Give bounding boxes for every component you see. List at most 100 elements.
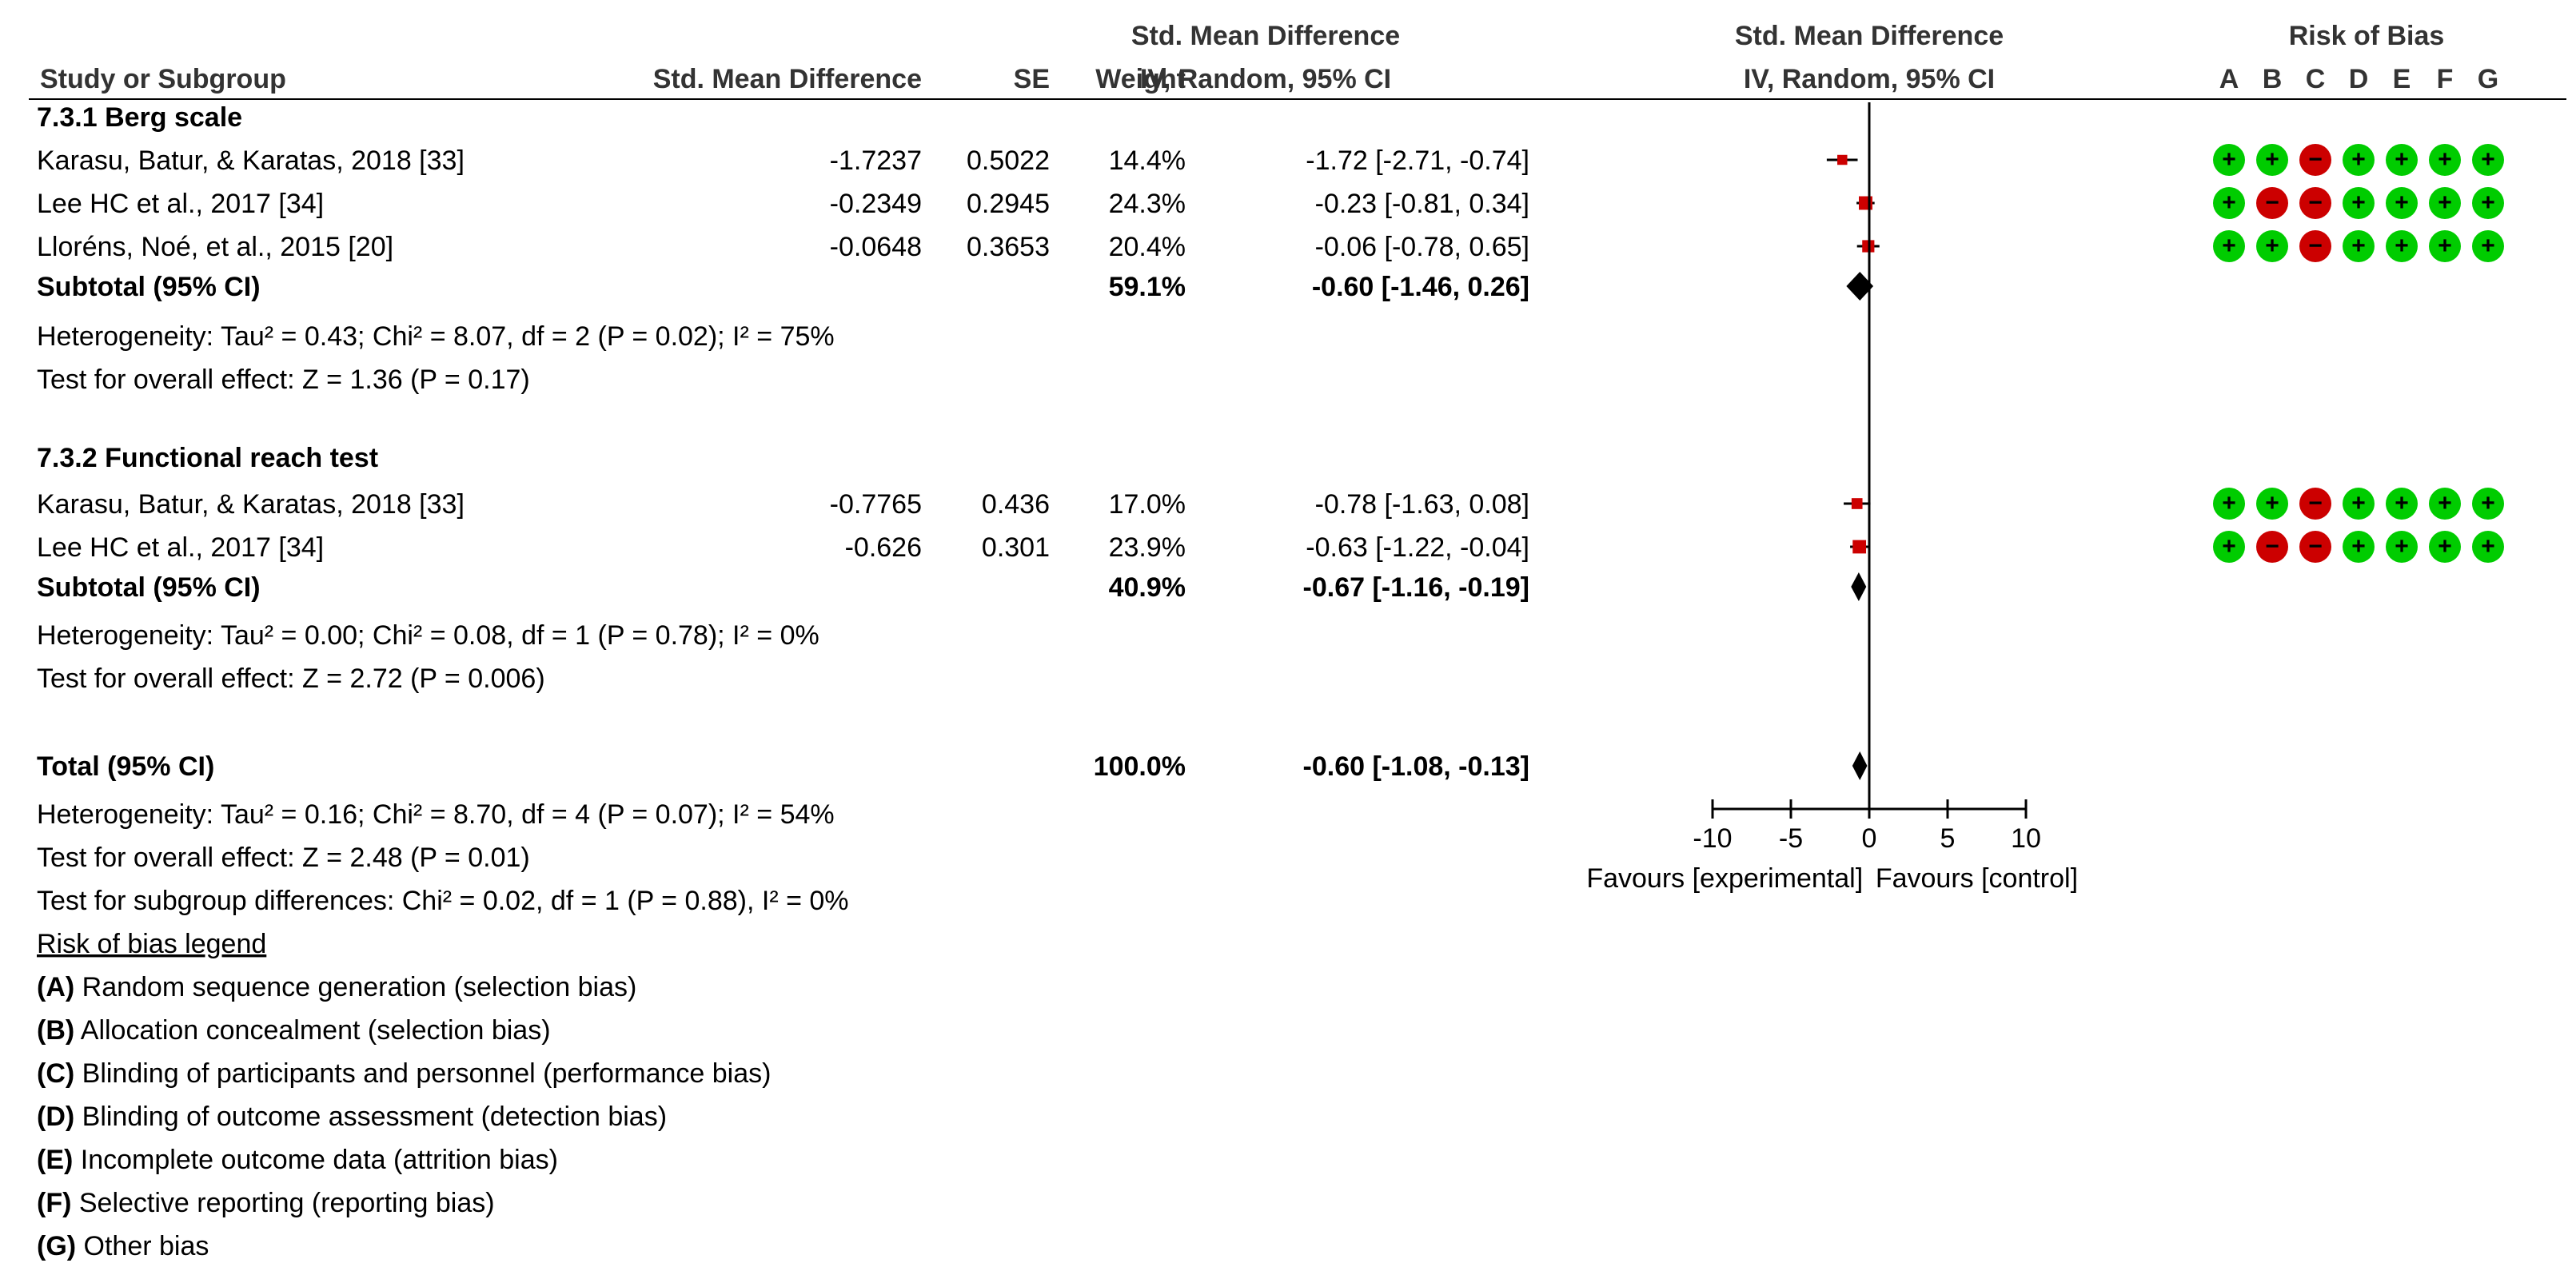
rob-symbol: − bbox=[2308, 146, 2323, 173]
x-tick-label: -10 bbox=[1693, 823, 1732, 854]
total-diamond bbox=[1852, 751, 1868, 780]
groups: 7.3.1 Berg scale Karasu, Batur, & Karatas… bbox=[37, 102, 2504, 694]
study-smd: -0.7765 bbox=[830, 489, 922, 520]
legend-items: (A) Random sequence generation (selectio… bbox=[37, 972, 771, 1261]
subgroup-title: 7.3.2 Functional reach test bbox=[37, 443, 378, 473]
low-risk-icon bbox=[2429, 187, 2461, 219]
low-risk-icon bbox=[2472, 187, 2504, 219]
study-row: Lee HC et al., 2017 [34] -0.2349 0.2945 24.… bbox=[37, 189, 1529, 219]
low-risk-icon bbox=[2386, 488, 2418, 520]
subgroup-differences: Test for subgroup differences: Chi² = 0.… bbox=[37, 886, 849, 916]
low-risk-icon bbox=[2213, 187, 2245, 219]
rob-symbol: + bbox=[2222, 146, 2236, 173]
legend-letter: (D) bbox=[37, 1102, 74, 1132]
study-weight: 23.9% bbox=[1109, 532, 1186, 563]
rob-symbol: + bbox=[2395, 233, 2409, 259]
ci-header-title: Std. Mean Difference bbox=[1131, 21, 1400, 51]
rob-row: + + − + + + + bbox=[2213, 488, 2504, 520]
legend-text: Blinding of outcome assessment (detectio… bbox=[74, 1102, 667, 1132]
rob-symbol: − bbox=[2265, 533, 2279, 560]
study-ci: -1.72 [-2.71, -0.74] bbox=[1306, 145, 1529, 176]
study-row: Lloréns, Noé, et al., 2015 [20] -0.0648 0.… bbox=[37, 232, 1529, 262]
study-row: Karasu, Batur, & Karatas, 2018 [33] -1.72… bbox=[37, 145, 1529, 176]
rob-symbol: + bbox=[2481, 233, 2495, 259]
legend-item: (G) Other bias bbox=[37, 1231, 209, 1261]
subtotal-label: Subtotal (95% CI) bbox=[37, 272, 261, 302]
legend-text: Other bias bbox=[76, 1231, 209, 1261]
low-risk-icon bbox=[2256, 488, 2288, 520]
study-marker bbox=[1856, 196, 1875, 210]
legend-text: Allocation concealment (selection bias) bbox=[74, 1015, 550, 1046]
subtotal-ci: -0.67 [-1.16, -0.19] bbox=[1303, 572, 1529, 603]
weight-header: Weight bbox=[1095, 64, 1186, 94]
x-tick-label: 5 bbox=[1940, 823, 1956, 854]
low-risk-icon bbox=[2429, 531, 2461, 563]
study-ci: -0.23 [-0.81, 0.34] bbox=[1315, 189, 1529, 219]
rob-symbol: + bbox=[2265, 233, 2279, 259]
study-header: Study or Subgroup bbox=[40, 64, 286, 94]
total-heterogeneity: Heterogeneity: Tau² = 0.16; Chi² = 8.70,… bbox=[37, 799, 835, 830]
rob-symbol: − bbox=[2308, 189, 2323, 216]
study-name: Karasu, Batur, & Karatas, 2018 [33] bbox=[37, 145, 465, 176]
subtotal-label: Subtotal (95% CI) bbox=[37, 572, 261, 603]
x-tick-label: -5 bbox=[1779, 823, 1803, 854]
rob-symbol: + bbox=[2351, 189, 2366, 216]
rob-symbol: + bbox=[2481, 533, 2495, 560]
total-label: Total (95% CI) bbox=[37, 751, 214, 782]
high-risk-icon bbox=[2256, 187, 2288, 219]
subtotal-weight: 40.9% bbox=[1109, 572, 1186, 603]
subgroup-title: 7.3.1 Berg scale bbox=[37, 102, 242, 133]
low-risk-icon bbox=[2343, 144, 2375, 176]
rob-symbol: + bbox=[2265, 490, 2279, 516]
legend-item: (E) Incomplete outcome data (attrition b… bbox=[37, 1145, 558, 1175]
rob-symbol: + bbox=[2395, 146, 2409, 173]
low-risk-icon bbox=[2343, 531, 2375, 563]
study-name: Lee HC et al., 2017 [34] bbox=[37, 189, 324, 219]
study-ci: -0.63 [-1.22, -0.04] bbox=[1306, 532, 1529, 563]
legend-text: Blinding of participants and personnel (… bbox=[74, 1058, 771, 1089]
rob-symbol: + bbox=[2481, 490, 2495, 516]
rob-symbol: + bbox=[2222, 233, 2236, 259]
rob-symbol: + bbox=[2395, 189, 2409, 216]
rob-row: + + − + + + + bbox=[2213, 230, 2504, 262]
low-risk-icon bbox=[2386, 144, 2418, 176]
rob-row: + − − + + + + bbox=[2213, 187, 2504, 219]
low-risk-icon bbox=[2472, 230, 2504, 262]
rob-letter-f: F bbox=[2437, 64, 2454, 94]
legend-item: (B) Allocation concealment (selection bi… bbox=[37, 1015, 551, 1046]
legend-letter: (F) bbox=[37, 1188, 71, 1218]
heterogeneity-text: Heterogeneity: Tau² = 0.43; Chi² = 8.07,… bbox=[37, 321, 835, 352]
low-risk-icon bbox=[2213, 230, 2245, 262]
smd-header: Std. Mean Difference bbox=[653, 64, 922, 94]
study-name: Lee HC et al., 2017 [34] bbox=[37, 532, 324, 563]
rob-letter-c: C bbox=[2306, 64, 2326, 94]
rob-symbol: + bbox=[2438, 533, 2452, 560]
study-row: Karasu, Batur, & Karatas, 2018 [33] -0.77… bbox=[37, 489, 1529, 520]
rob-symbol: + bbox=[2438, 233, 2452, 259]
low-risk-icon bbox=[2343, 230, 2375, 262]
low-risk-icon bbox=[2429, 144, 2461, 176]
low-risk-icon bbox=[2472, 488, 2504, 520]
subtotal-weight: 59.1% bbox=[1109, 272, 1186, 302]
low-risk-icon bbox=[2213, 488, 2245, 520]
rob-symbol: + bbox=[2222, 490, 2236, 516]
low-risk-icon bbox=[2472, 144, 2504, 176]
se-header: SE bbox=[1014, 64, 1050, 94]
low-risk-icon bbox=[2472, 531, 2504, 563]
study-smd: -0.626 bbox=[845, 532, 922, 563]
rob-symbol: + bbox=[2395, 533, 2409, 560]
favours-left: Favours [experimental] bbox=[1586, 863, 1863, 894]
plot-header-sub: IV, Random, 95% CI bbox=[1744, 64, 1995, 94]
rob-symbol: − bbox=[2265, 189, 2279, 216]
legend-text: Incomplete outcome data (attrition bias) bbox=[73, 1145, 558, 1175]
study-se: 0.301 bbox=[982, 532, 1050, 563]
low-risk-icon bbox=[2256, 230, 2288, 262]
high-risk-icon bbox=[2299, 187, 2331, 219]
low-risk-icon bbox=[2213, 531, 2245, 563]
high-risk-icon bbox=[2299, 230, 2331, 262]
heterogeneity-text: Heterogeneity: Tau² = 0.00; Chi² = 0.08,… bbox=[37, 620, 819, 651]
rob-symbol: + bbox=[2265, 146, 2279, 173]
high-risk-icon bbox=[2299, 488, 2331, 520]
subtotal-diamond bbox=[1851, 572, 1867, 601]
